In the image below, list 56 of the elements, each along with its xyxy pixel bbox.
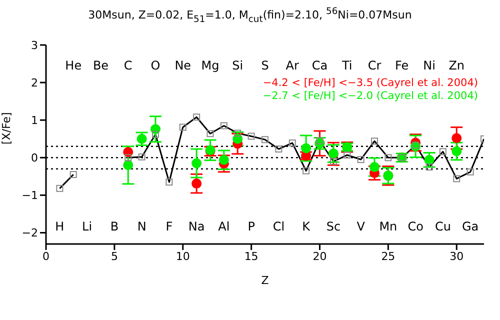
annotation: N: [137, 219, 146, 234]
x-tick-label: 5: [110, 250, 118, 263]
y-tick-label: 2: [31, 76, 38, 90]
annotation: S: [261, 58, 269, 72]
point: [192, 158, 202, 168]
annotation: Ga: [462, 219, 479, 234]
annotation: V: [356, 219, 366, 234]
annotation: B: [110, 219, 119, 234]
annotation: Zn: [448, 58, 465, 72]
annotation: Si: [232, 58, 244, 72]
annotation: O: [150, 58, 160, 72]
annotation: H: [55, 219, 64, 234]
x-tick-label: 0: [42, 250, 50, 263]
annotation: F: [166, 219, 173, 234]
annotation: Mn: [379, 219, 398, 234]
point: [424, 154, 434, 165]
y-tick-label: 3: [31, 38, 38, 52]
annotation: Ti: [340, 58, 352, 72]
annotation: Ca: [312, 58, 328, 72]
y-tick-label: −1: [22, 189, 38, 202]
y-tick-label: −2: [22, 226, 38, 240]
text: −4.2 < [Fe/H] <−3.5 (Cayrel et al. 2004): [262, 77, 478, 89]
y-tick-label: 1: [31, 114, 38, 127]
annotation: Ne: [174, 58, 192, 72]
annotation: He: [65, 58, 82, 72]
annotation: Ar: [286, 58, 300, 72]
point: [123, 160, 134, 170]
chart-title: 30Msun, Z=0.02, E$_{51}$=1.0, M$_{cut}$(fin)=2.10, $^{56}$Ni=0.07Msun: [87, 6, 413, 25]
point: [192, 178, 202, 189]
annotation: Sc: [326, 219, 341, 234]
annotation: Cl: [272, 219, 285, 234]
annotation: P: [248, 219, 255, 234]
annotation: Li: [82, 219, 92, 234]
annotation: Cu: [434, 219, 451, 234]
annotation: Fe: [395, 58, 409, 72]
text: −2.7 < [Fe/H] <−2.0 (Cayrel et al. 2004): [262, 90, 478, 103]
x-tick-label: 10: [176, 250, 190, 263]
annotation: Co: [408, 219, 424, 234]
point: [301, 143, 312, 154]
y-tick-label: 0: [31, 152, 38, 165]
annotation: Na: [188, 219, 205, 234]
x-tick-label: 25: [381, 250, 396, 263]
x-tick-label: 30: [450, 250, 464, 263]
point: [452, 146, 462, 156]
annotation: Ni: [423, 58, 436, 72]
annotation: Cr: [368, 58, 382, 72]
annotation: K: [302, 219, 312, 234]
x-axis-title: Z: [261, 274, 270, 287]
y-axis-title: [X/Fe]: [0, 112, 13, 144]
annotation: Mg: [201, 58, 220, 72]
annotation: Be: [92, 58, 109, 72]
annotation: C: [124, 58, 132, 72]
annotation: Al: [218, 219, 230, 234]
x-tick-label: 20: [312, 250, 327, 263]
x-tick-label: 15: [244, 250, 258, 263]
point: [452, 133, 462, 144]
